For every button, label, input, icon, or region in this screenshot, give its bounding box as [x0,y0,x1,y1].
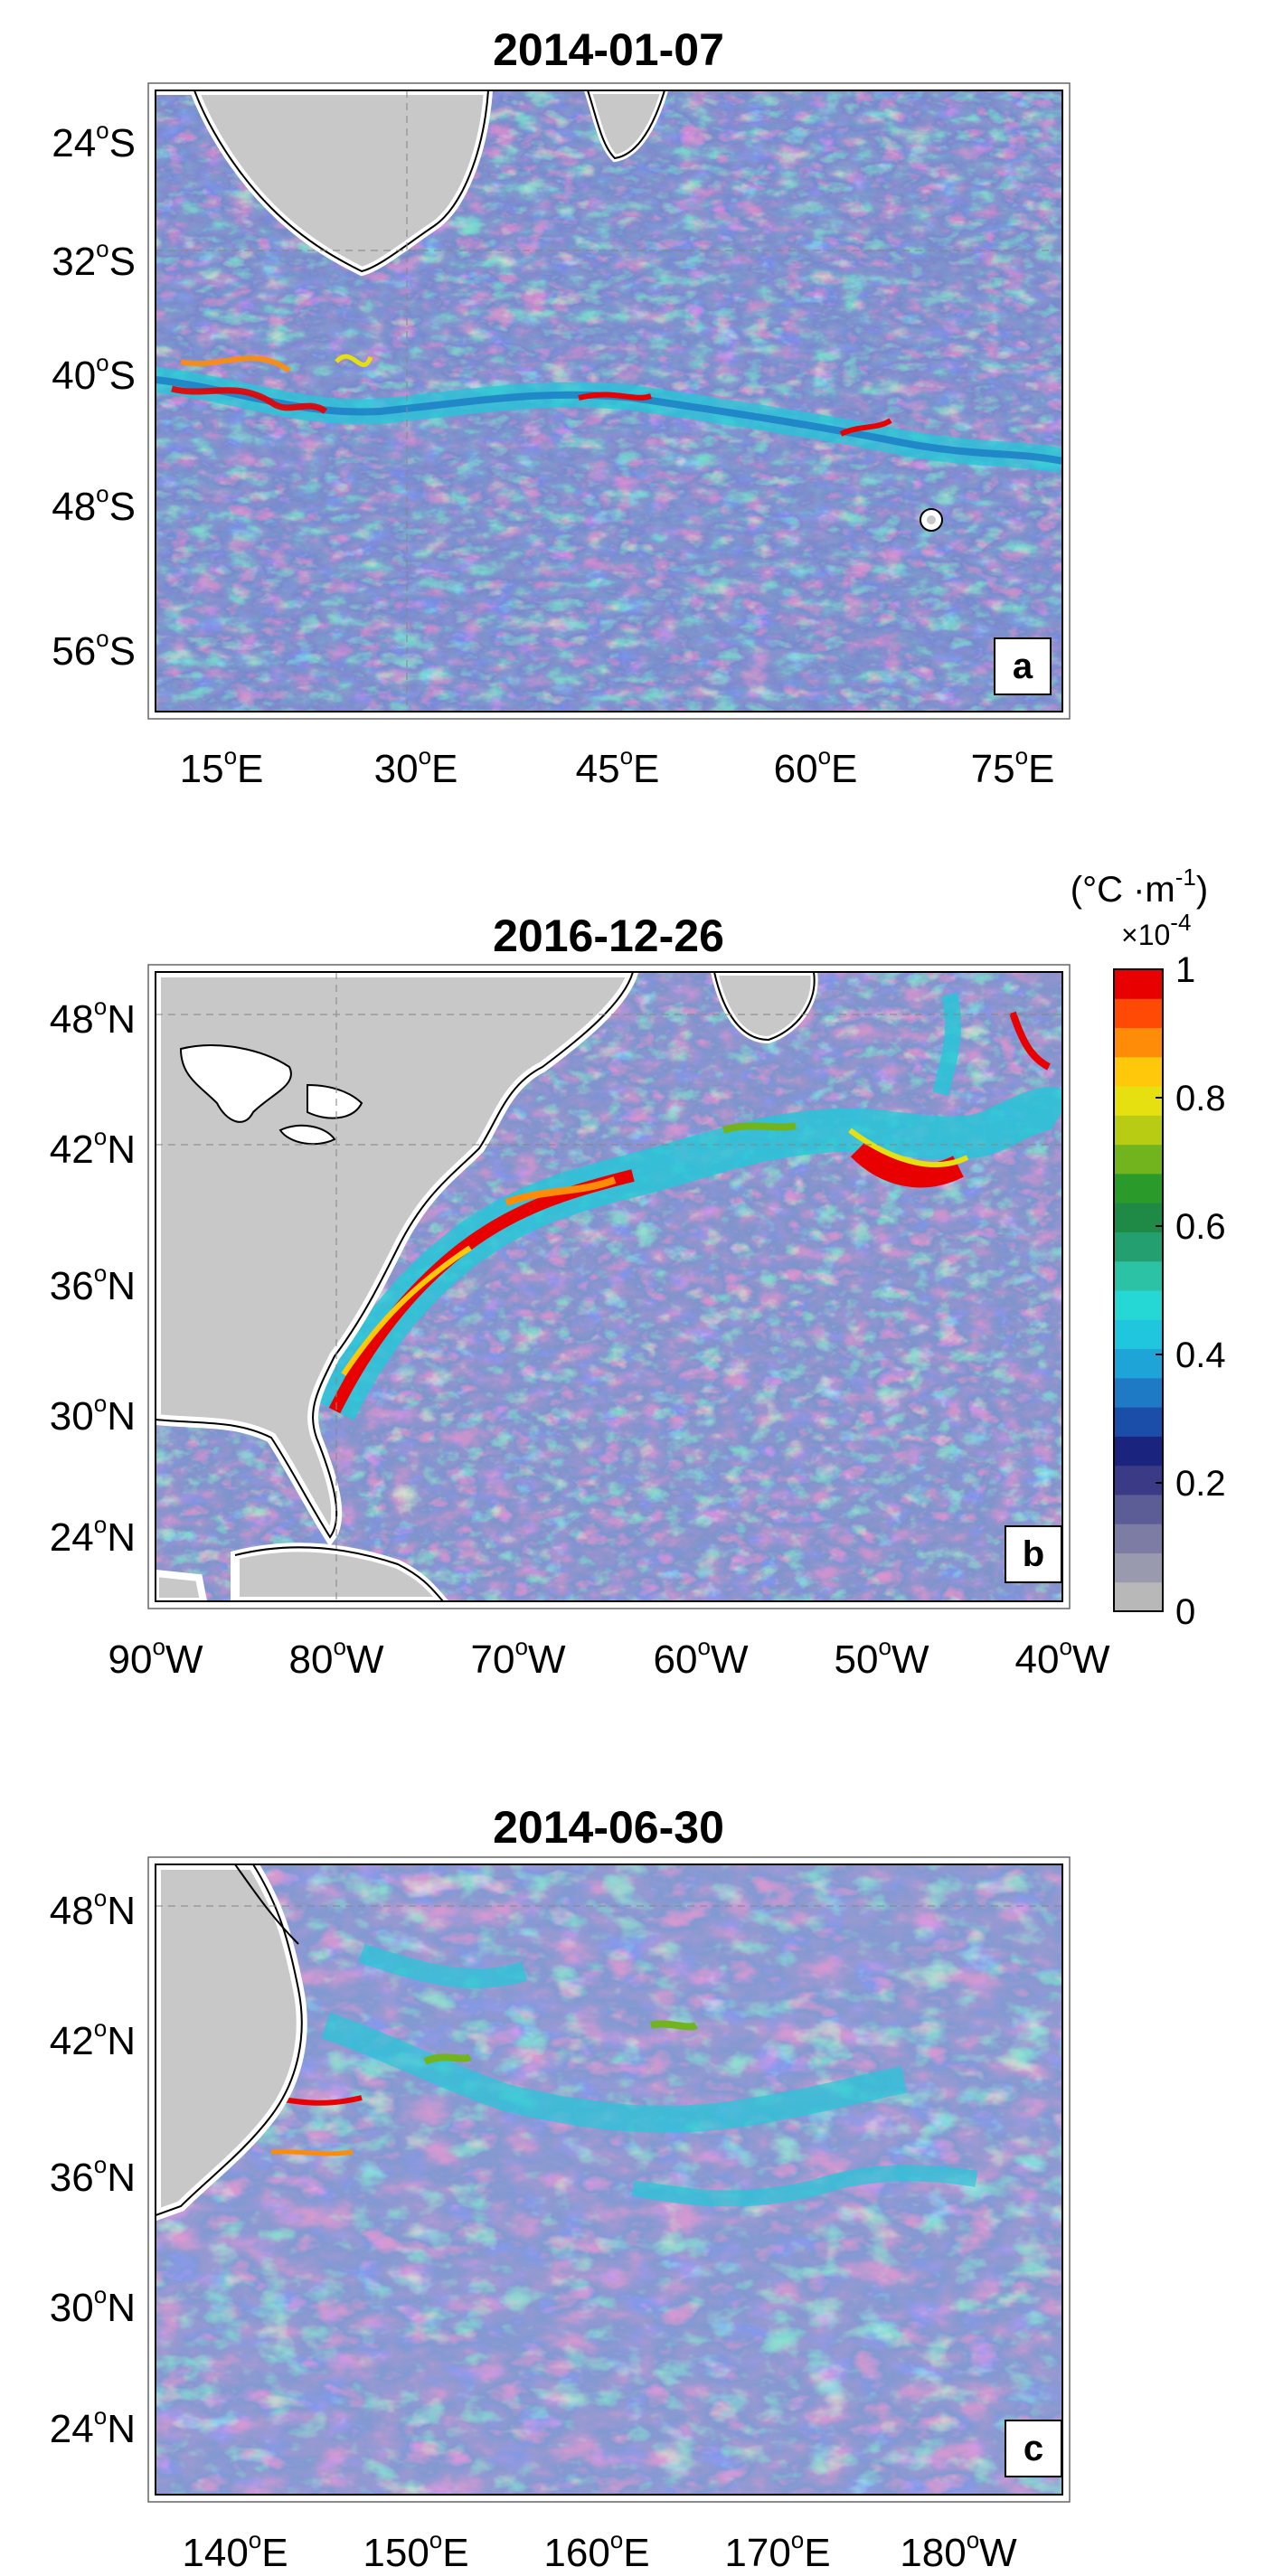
colorbar-scale: ×10-4 [1121,909,1191,951]
colorbar-swatch [1114,1436,1163,1467]
colorbar-swatch [1114,1494,1163,1524]
lon-label: 60oW [654,1633,749,1682]
lat-label: 32oS [52,235,136,284]
panel-title: 2014-06-30 [493,1802,724,1853]
colorbar-swatch [1114,1465,1163,1496]
map-field [156,1864,1062,2495]
lat-label: 48oS [52,480,136,529]
colorbar-tick-label: 0.6 [1175,1207,1226,1247]
colorbar-swatch [1114,1407,1163,1437]
lon-label: 70oW [471,1633,566,1682]
panel-label-box: a [994,637,1052,695]
lat-label: 56oS [52,625,136,674]
lat-label: 36oN [50,2151,136,2200]
colorbar-swatch [1114,1581,1163,1612]
lat-label: 30oN [50,1390,136,1439]
colorbar-tick-label: 0.8 [1175,1079,1226,1118]
colorbar-swatch [1114,1290,1163,1320]
lat-label: 24oN [50,2402,136,2451]
colorbar-swatch [1114,1231,1163,1262]
lat-label: 36oN [50,1260,136,1308]
map-field [156,972,1062,1601]
lon-label: 170oE [724,2526,830,2575]
lat-label: 42oN [50,2015,136,2063]
panel-title: 2014-01-07 [493,24,724,75]
colorbar-swatch [1114,969,1163,999]
lat-label: 40oS [52,349,136,398]
map-frame [155,1864,1063,2496]
lat-tick-labels: 48oN 42oN 36oN 30oN 24oN [50,1884,136,2451]
colorbar-swatch [1114,998,1163,1029]
panel-a: 2014-01-07 [52,24,1071,791]
map-frame [155,90,1063,712]
panel-label: a [1013,646,1033,686]
panel-b: 2016-12-26 [50,911,1110,1682]
lat-label: 24oN [50,1511,136,1560]
panel-label-box: b [1005,1525,1062,1583]
lon-label: 140oE [182,2526,288,2575]
lat-label: 42oN [50,1123,136,1172]
lat-tick-labels: 24oS 32oS 40oS 48oS 56oS [52,117,136,674]
colorbar-swatch [1114,1377,1163,1408]
lon-label: 80oW [289,1633,384,1682]
map-frame [155,971,1063,1602]
lon-tick-labels: 90oW 80oW 70oW 60oW 50oW 40oW [108,1633,1110,1682]
colorbar-swatches [1114,969,1163,1612]
colorbar-tick-label: 0.4 [1175,1335,1226,1375]
colorbar-swatch [1114,1173,1163,1203]
lon-label: 15oE [180,742,264,791]
lon-label: 30oE [374,742,458,791]
colorbar-swatch [1114,1027,1163,1058]
lon-label: 150oE [363,2526,468,2575]
lon-label: 180oW [900,2526,1017,2575]
lon-label: 90oW [108,1633,203,1682]
panel-title: 2016-12-26 [493,911,724,961]
panel-label-box: c [1005,2420,1062,2477]
lat-tick-labels: 48oN 42oN 36oN 30oN 24oN [50,993,136,1560]
colorbar-swatch [1114,1552,1163,1583]
lon-label: 75oE [971,742,1055,791]
lon-label: 45oE [576,742,660,791]
lon-label: 160oE [543,2526,649,2575]
lat-label: 24oS [52,117,136,165]
lat-label: 48oN [50,993,136,1042]
lon-label: 40oW [1015,1633,1110,1682]
lon-tick-labels: 140oE 150oE 160oE 170oE 180oW [182,2526,1017,2575]
lat-label: 48oN [50,1884,136,1933]
colorbar-tick-label: 0.2 [1175,1464,1226,1504]
lon-label: 50oW [835,1633,929,1682]
map-field [156,90,1062,712]
colorbar-swatch [1114,1056,1163,1087]
colorbar-swatch [1114,1144,1163,1175]
colorbar-swatch [1114,1319,1163,1350]
colorbar-unit: (°C ·m-1) [1071,863,1208,910]
colorbar-swatch [1114,1524,1163,1553]
panel-c: 2014-06-30 48oN 42oN 36oN 30oN [50,1802,1071,2575]
colorbar-swatch [1114,1086,1163,1116]
colorbar: (°C ·m-1) ×10-4 1 0.8 0.6 0.4 0.2 0 [1071,863,1226,1632]
panel-label: b [1023,1534,1044,1574]
colorbar-swatch [1114,1203,1163,1232]
colorbar-ticks: 1 0.8 0.6 0.4 0.2 0 [1156,950,1226,1632]
panel-label: c [1024,2429,1043,2468]
lon-label: 60oE [774,742,858,791]
colorbar-swatch [1114,1348,1163,1379]
lon-tick-labels: 15oE 30oE 45oE 60oE 75oE [180,742,1055,791]
colorbar-swatch [1114,1115,1163,1146]
colorbar-tick-label: 1 [1175,950,1195,990]
colorbar-swatch [1114,1260,1163,1291]
colorbar-tick-label: 0 [1175,1592,1195,1632]
colorbar-frame [1113,968,1164,1612]
lat-label: 30oN [50,2281,136,2330]
